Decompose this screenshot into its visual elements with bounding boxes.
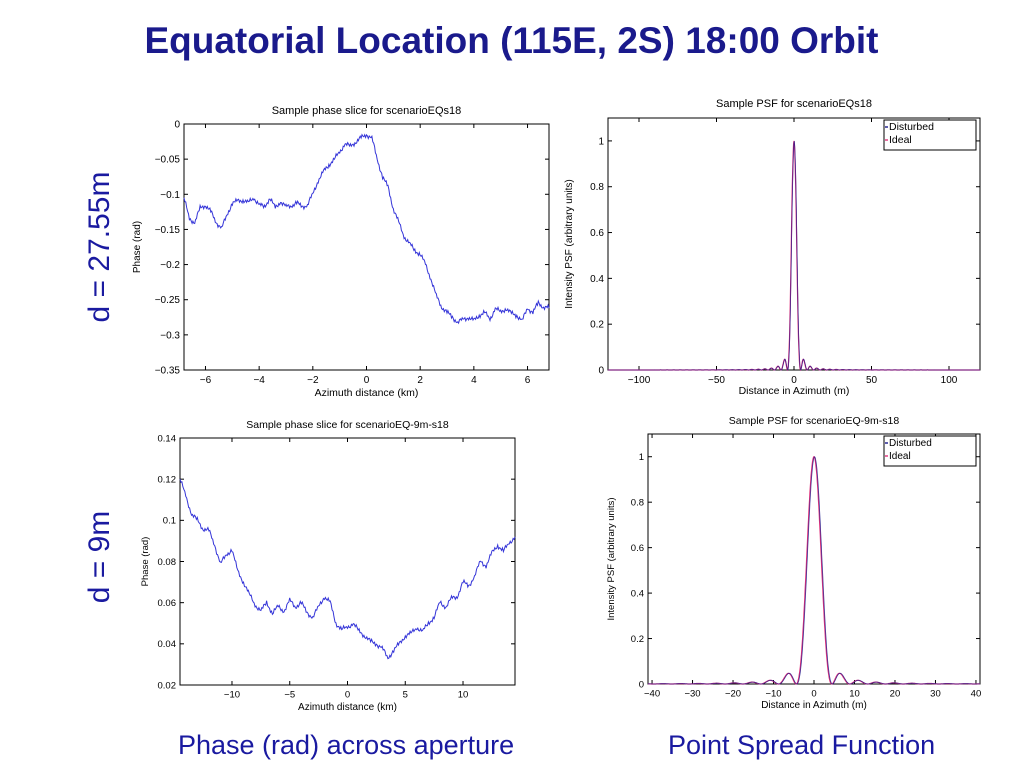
x-tick-label: −10 [765,689,781,700]
x-tick-label: 40 [971,689,982,700]
y-tick-label: 0.4 [590,274,604,285]
legend-box [883,119,977,151]
y-tick-label: 0.4 [631,588,644,599]
ideal-series-line [608,140,980,372]
x-tick-label: 0 [345,690,350,701]
y-tick-label: −0.3 [160,330,180,341]
x-axis-label: Azimuth distance (km) [298,702,397,713]
plot-frame [647,433,981,685]
y-tick-label: −0.15 [155,225,181,236]
y-tick-label: 0 [639,679,644,690]
row-label-top: d = 27.55m [83,171,116,323]
legend-entry: Ideal [889,451,911,462]
page-title: Equatorial Location (115E, 2S) 18:00 Orb… [144,20,879,61]
y-axis-label: Phase (rad) [140,537,151,587]
y-tick-label: 0.2 [631,634,644,645]
y-tick-label: −0.1 [160,190,180,201]
y-tick-label: 0.2 [590,320,604,331]
x-tick-label: 4 [471,375,477,386]
y-tick-label: 0.06 [158,598,177,609]
y-tick-label: 0.8 [631,498,644,509]
x-axis-label: Distance in Azimuth (m) [739,385,850,397]
y-tick-label: −0.05 [155,155,181,166]
y-tick-label: 0.08 [158,557,177,568]
x-tick-label: −20 [725,689,741,700]
psf-chart-top: Sample PSF for scenarioEQs18−100 −50 0 50 10… [564,98,981,397]
x-tick-label: 10 [458,690,469,701]
x-tick-label: 0 [811,689,816,700]
x-tick-label: −10 [224,690,240,701]
x-tick-label: 6 [525,375,531,386]
y-axis-label: Intensity PSF (arbitrary units) [564,179,575,308]
plot-frame [179,437,516,686]
y-tick-label: 0.6 [590,228,604,239]
legend-box [883,435,977,467]
chart-title: Sample phase slice for scenarioEQs18 [272,105,462,117]
y-tick-label: −0.25 [155,295,181,306]
chart-title: Sample PSF for scenarioEQs18 [716,98,872,110]
x-tick-label: 20 [890,689,901,700]
x-tick-label: 100 [941,375,958,386]
legend-entry: Ideal [889,134,912,146]
x-axis-label: Azimuth distance (km) [315,387,419,399]
x-tick-label: −30 [684,689,700,700]
phase-chart-top: Sample phase slice for scenarioEQs18 −6 −4… [132,105,550,399]
y-axis-label: Intensity PSF (arbitrary units) [606,497,617,620]
y-tick-label: −0.35 [155,366,181,377]
x-tick-label: −50 [708,375,725,386]
chart-title: Sample PSF for scenarioEQ-9m-s18 [729,415,900,427]
disturbed-series-line [608,140,980,371]
x-axis-label: Distance in Azimuth (m) [761,700,867,711]
y-tick-label: 0.04 [158,639,177,650]
y-tick-label: 1 [598,136,604,147]
x-tick-label: 5 [403,690,408,701]
phase-series-line [179,479,516,660]
x-tick-label: 2 [417,375,423,386]
y-tick-label: 1 [639,452,644,463]
x-tick-label: 0 [791,375,797,386]
y-tick-label: −0.2 [160,260,180,271]
x-tick-label: −6 [200,375,212,386]
x-tick-label: −2 [307,375,319,386]
phase-chart-bottom: Sample phase slice for scenarioEQ-9m-s18… [140,419,516,713]
legend-entry: Disturbed [889,121,934,133]
x-tick-label: −40 [644,689,660,700]
y-tick-label: 0.6 [631,543,644,554]
y-tick-label: 0.8 [590,182,604,193]
disturbed-series-line [648,456,981,685]
x-tick-label: 0 [364,375,370,386]
row-label-bottom: d = 9m [83,510,116,604]
x-tick-label: 30 [930,689,941,700]
caption-phase: Phase (rad) across aperture [178,730,515,760]
psf-chart-bottom: Sample PSF for scenarioEQ-9m-s18 −40 −30 −2… [606,415,982,711]
x-tick-label: 50 [866,375,878,386]
y-axis-label: Phase (rad) [132,221,143,273]
ideal-series-line [648,455,980,685]
legend-entry: Disturbed [889,438,932,449]
caption-psf: Point Spread Function [668,730,936,760]
y-tick-label: 0.14 [158,433,177,444]
x-tick-label: −5 [284,690,295,701]
y-tick-label: 0.1 [163,516,176,527]
x-tick-label: 10 [849,689,860,700]
plot-frame [607,117,981,371]
x-tick-label: −4 [253,375,265,386]
phase-series-line [183,133,550,325]
y-tick-label: 0 [598,366,604,377]
y-tick-label: 0.12 [158,474,177,485]
chart-title: Sample phase slice for scenarioEQ-9m-s18 [246,419,449,431]
y-tick-label: 0.02 [158,680,177,691]
y-tick-label: 0 [174,120,180,131]
x-tick-label: −100 [628,375,651,386]
plot-frame [183,123,550,371]
